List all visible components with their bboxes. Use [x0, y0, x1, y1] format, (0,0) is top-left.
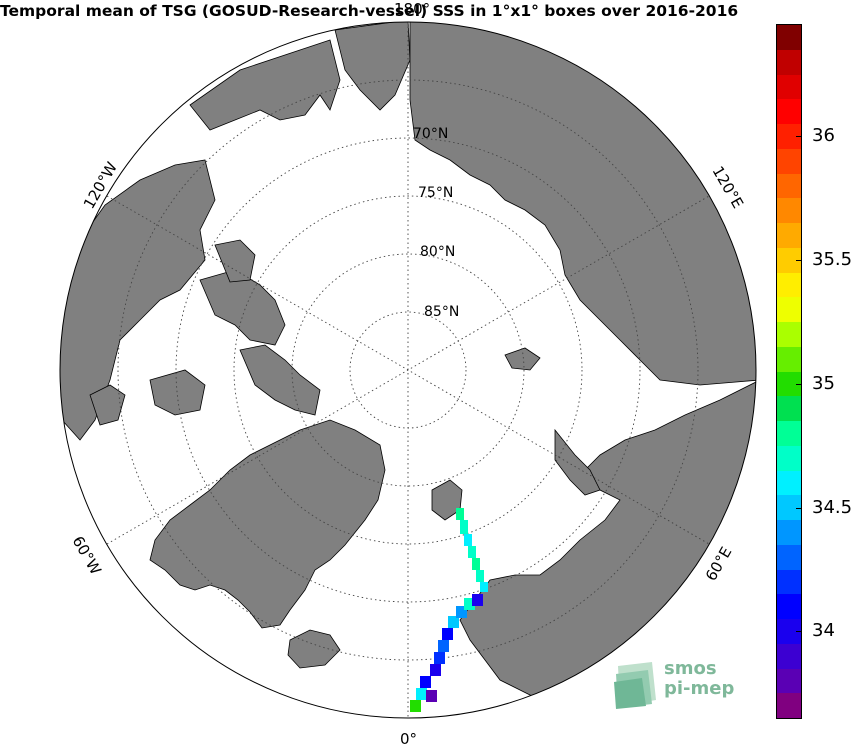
sss-cell	[472, 558, 480, 570]
colorbar-segment	[777, 545, 801, 570]
colorbar-segment	[777, 495, 801, 520]
sss-cell	[410, 700, 421, 712]
novaya-zemlya	[554, 428, 601, 496]
colorbar-tick-label: 34	[812, 620, 835, 642]
lon-label-top: 180°	[394, 0, 430, 18]
sss-cell	[438, 640, 449, 652]
sss-track	[410, 508, 488, 712]
parallel-65	[117, 79, 699, 661]
colorbar-segment	[777, 223, 801, 248]
colorbar-segment	[777, 75, 801, 99]
logo-icon	[614, 662, 656, 709]
colorbar-segment	[777, 273, 801, 297]
lat-label-70: 70°N	[413, 126, 448, 142]
colorbar-segment	[777, 99, 801, 124]
archipelago-island	[214, 239, 256, 283]
sss-cell	[472, 594, 483, 606]
colorbar-segment	[777, 421, 801, 446]
parallel-75	[233, 195, 583, 545]
parallel-70	[175, 137, 641, 603]
colorbar-segment	[777, 396, 801, 421]
logo-text-pimep: pi-mep	[664, 678, 735, 699]
colorbar-tick-label: 35.5	[812, 249, 853, 271]
colorbar-tick-mark	[796, 631, 802, 633]
iceland	[287, 629, 341, 669]
parallel-80	[291, 253, 525, 487]
colorbar-segment	[777, 198, 801, 223]
colorbar-segment	[777, 50, 801, 75]
sss-cell	[430, 664, 441, 676]
logo-text-smos: smos	[664, 658, 717, 679]
alaska-landmass	[189, 39, 341, 131]
colorbar	[776, 24, 802, 719]
colorbar-segment	[777, 25, 801, 50]
colorbar-tick-label: 34.5	[812, 496, 853, 518]
sss-cell	[456, 508, 464, 520]
sss-cell	[442, 628, 453, 640]
colorbar-segment	[777, 297, 801, 322]
colorbar-segment	[777, 471, 801, 495]
meridian-120	[106, 195, 710, 545]
archipelago-island	[149, 369, 206, 416]
colorbar-tick-label: 36	[812, 125, 835, 147]
sss-cell	[416, 688, 427, 700]
greenland-landmass	[149, 419, 386, 629]
lat-label-85: 85°N	[424, 304, 459, 320]
colorbar-segment	[777, 594, 801, 619]
sss-cell	[480, 582, 488, 592]
colorbar-tick-mark	[796, 136, 802, 138]
sss-cell	[448, 616, 459, 628]
archipelago-island	[89, 384, 126, 426]
land-layer	[60, 22, 756, 716]
colorbar-segment	[777, 347, 801, 372]
colorbar-segment	[777, 669, 801, 693]
north-america-landmass	[60, 159, 216, 441]
map-boundary	[59, 21, 757, 719]
colorbar-segment	[777, 693, 801, 718]
sss-cell	[426, 690, 437, 702]
colorbar-tick-mark	[796, 260, 802, 262]
sss-cell	[456, 606, 467, 618]
colorbar-segment	[777, 644, 801, 669]
sss-cell	[464, 534, 472, 546]
sss-cell	[460, 520, 468, 534]
lon-label-60e: 60°E	[702, 544, 736, 584]
sss-cell	[468, 546, 476, 558]
colorbar-segment	[777, 174, 801, 198]
colorbar-segment	[777, 149, 801, 174]
colorbar-segment	[777, 322, 801, 347]
sss-cell	[434, 652, 445, 664]
colorbar-segment	[777, 570, 801, 594]
lat-label-80: 80°N	[420, 244, 455, 260]
colorbar-segment	[777, 446, 801, 471]
sss-cell	[476, 570, 484, 582]
colorbar-tick-label: 35	[812, 372, 835, 394]
sss-cell	[464, 598, 475, 610]
lat-label-75: 75°N	[418, 185, 453, 201]
archipelago-island	[239, 344, 321, 416]
colorbar-tick-mark	[796, 383, 802, 385]
map-title: Temporal mean of TSG (GOSUD-Research-ves…	[0, 2, 739, 20]
sss-cell	[420, 676, 431, 688]
graticule	[106, 22, 710, 718]
colorbar-segment	[777, 520, 801, 545]
colorbar-tick-mark	[796, 507, 802, 509]
lon-label-bottom: 0°	[400, 730, 417, 746]
lon-label-60w: 60°W	[69, 533, 105, 578]
smos-pimep-logo: smos pi-mep	[612, 656, 762, 710]
